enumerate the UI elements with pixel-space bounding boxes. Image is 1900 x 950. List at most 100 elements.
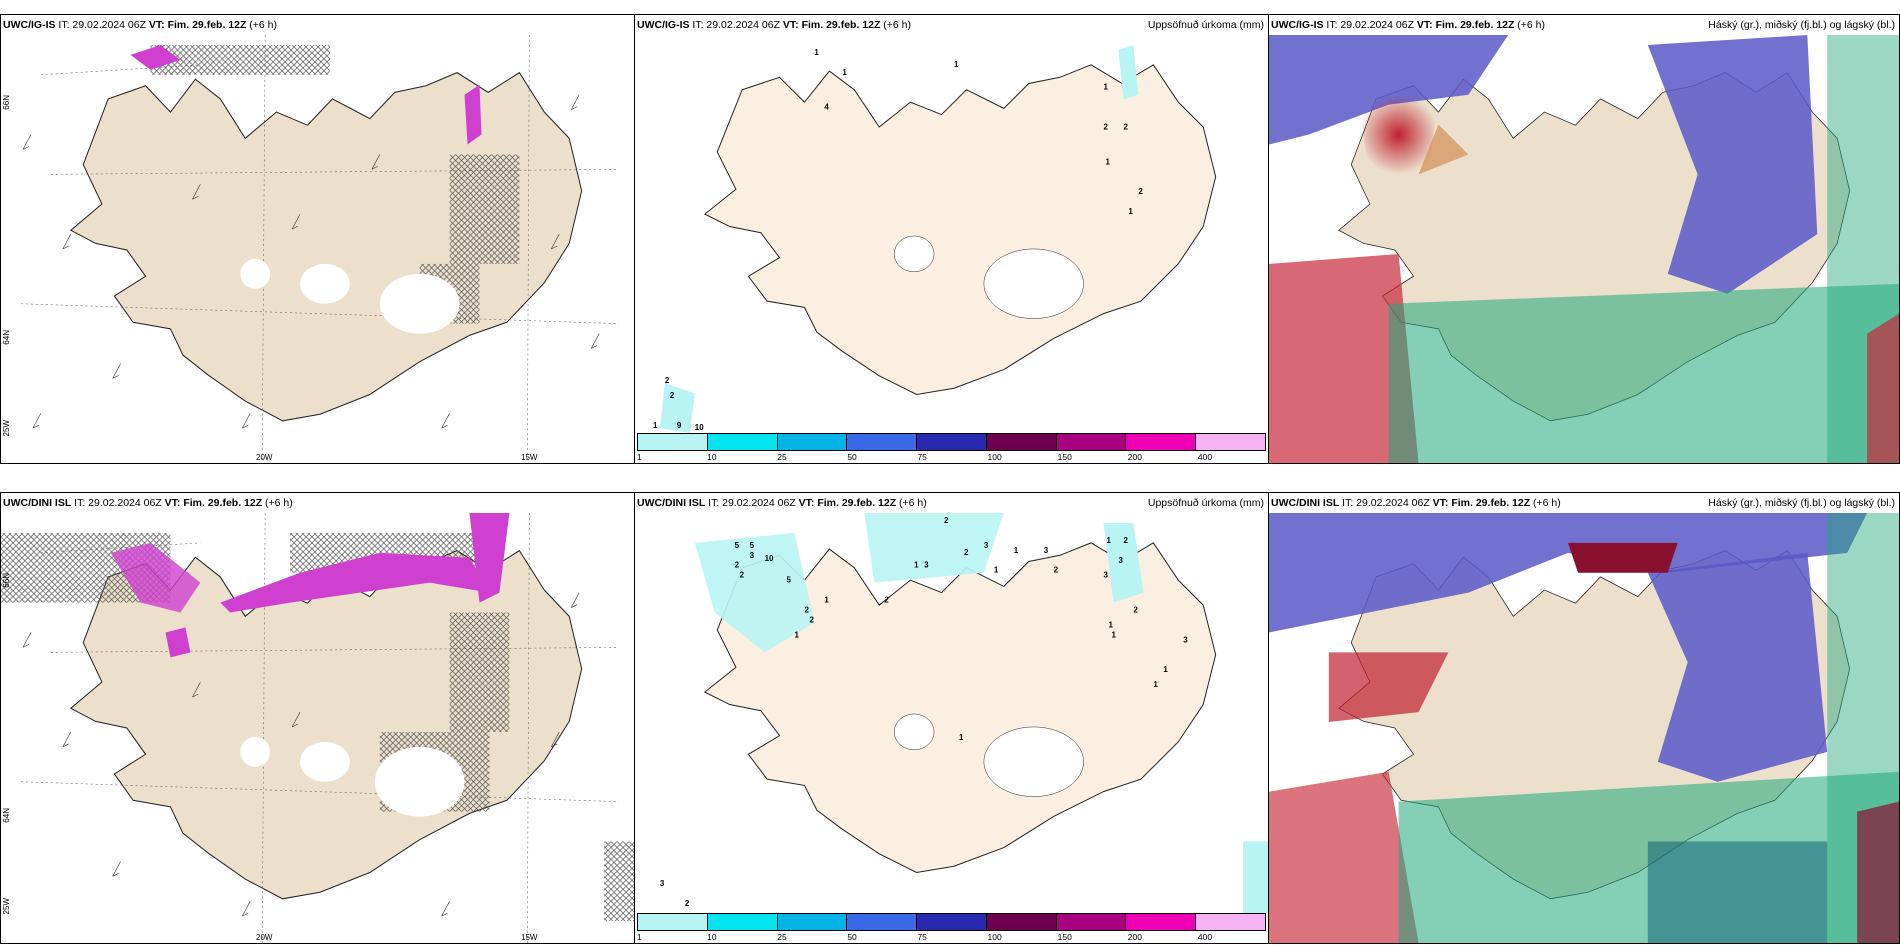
colorbar-ticks: 1 10 25 50 75 100 150 200 400 xyxy=(637,932,1266,943)
panel-header: UWC/DINI ISL IT: 29.02.2024 06Z VT: Fim.… xyxy=(1271,497,1895,511)
precip-value-label: 5 xyxy=(750,541,755,550)
panel-precip-top: UWC/IG-IS IT: 29.02.2024 06Z VT: Fim. 29… xyxy=(634,14,1269,464)
vt-prefix: VT: xyxy=(1432,497,1449,509)
precip-value-label: 1 xyxy=(814,48,819,57)
precip-value-label: 1 xyxy=(1109,620,1114,629)
precip-value-label: 1 xyxy=(653,421,658,430)
valid-time: Fim. 29.feb. 12Z xyxy=(183,497,263,509)
panel-cloud-top: UWC/IG-IS IT: 29.02.2024 06Z VT: Fim. 29… xyxy=(1268,14,1900,464)
precip-value-label: 2 xyxy=(1104,123,1109,132)
cloud-map xyxy=(1269,513,1899,943)
precip-value-label: 1 xyxy=(1163,665,1168,674)
precip-value-label: 1 xyxy=(1107,536,1112,545)
colorbar xyxy=(637,913,1266,931)
precip-value-label: 2 xyxy=(884,596,889,605)
colorbar-tick-label: 50 xyxy=(847,452,857,462)
panel-header: UWC/DINI ISL IT: 29.02.2024 06Z VT: Fim.… xyxy=(3,497,630,511)
colorbar-tick-label: 100 xyxy=(987,932,1002,942)
precip-value-label: 1 xyxy=(794,630,799,639)
vt-prefix: VT: xyxy=(782,19,799,31)
colorbar-swatch xyxy=(986,914,1057,930)
lat-label-25w: 25W xyxy=(2,898,11,915)
init-time: IT: 29.02.2024 06Z xyxy=(1342,497,1430,509)
precip-value-label: 2 xyxy=(1138,187,1143,196)
panel-cloud-bottom: UWC/DINI ISL IT: 29.02.2024 06Z VT: Fim.… xyxy=(1268,492,1900,944)
precip-value-label: 3 xyxy=(750,551,755,560)
precip-value-label: 3 xyxy=(660,879,665,888)
init-time: IT: 29.02.2024 06Z xyxy=(1326,19,1414,31)
panel-header: UWC/DINI ISL IT: 29.02.2024 06Z VT: Fim.… xyxy=(637,497,1264,511)
vt-prefix: VT: xyxy=(798,497,815,509)
precip-value-label: 3 xyxy=(1118,556,1123,565)
precip-value-label: 1 xyxy=(959,733,964,742)
colorbar-swatch xyxy=(1196,914,1266,930)
precip-value-label: 2 xyxy=(665,376,670,385)
colorbar-tick-label: 25 xyxy=(777,452,787,462)
colorbar xyxy=(637,433,1266,451)
panel-wind-top: UWC/IG-IS IT: 29.02.2024 06Z VT: Fim. 29… xyxy=(0,14,635,464)
precip-value-label: 2 xyxy=(1054,566,1059,575)
colorbar-tick-label: 400 xyxy=(1197,452,1213,462)
valid-time: Fim. 29.feb. 12Z xyxy=(817,497,897,509)
precip-value-label: 3 xyxy=(924,561,929,570)
cloud-map xyxy=(1269,35,1899,463)
field-title: Uppsöfnuð úrkoma (mm) xyxy=(1147,19,1264,31)
lon-label-15w: 15W xyxy=(521,453,538,462)
lat-label-25w: 25W xyxy=(2,420,11,437)
precip-value-label: 5 xyxy=(787,576,792,585)
panel-wind-bottom: UWC/DINI ISL IT: 29.02.2024 06Z VT: Fim.… xyxy=(0,492,635,944)
colorbar-tick-label: 100 xyxy=(987,452,1002,462)
precip-value-label: 3 xyxy=(1104,571,1109,580)
colorbar-swatch xyxy=(847,914,918,930)
precip-value-label: 2 xyxy=(944,516,949,525)
precip-value-label: 1 xyxy=(842,68,847,77)
valid-time: Fim. 29.feb. 12Z xyxy=(801,19,881,31)
model-label: UWC/IG-IS xyxy=(3,19,56,31)
precip-value-label: 10 xyxy=(765,554,774,563)
vt-prefix: VT: xyxy=(164,497,181,509)
lon-label-20w: 20W xyxy=(256,933,273,942)
colorbar-swatch xyxy=(917,434,987,450)
colorbar-swatch xyxy=(917,914,987,930)
panel-header: UWC/IG-IS IT: 29.02.2024 06Z VT: Fim. 29… xyxy=(637,19,1264,33)
precip-value-label: 2 xyxy=(735,561,740,570)
lead-time: (+6 h) xyxy=(883,19,912,31)
precip-value-label: 2 xyxy=(1123,123,1128,132)
colorbar-tick-label: 400 xyxy=(1197,932,1213,942)
precip-value-label: 1 xyxy=(1128,207,1133,216)
valid-time: Fim. 29.feb. 12Z xyxy=(1451,497,1531,509)
colorbar-swatch xyxy=(1056,434,1127,450)
colorbar-swatch xyxy=(707,914,778,930)
precip-map: 2 3 2 1 1 3 5 5 10 3 2 5 2 2 2 1 1 2 1 3 2 1 2 3 3 2 1 1 3 1 1 1 3 2 xyxy=(635,513,1268,913)
precip-value-label: 3 xyxy=(984,541,989,550)
precip-value-label: 2 xyxy=(809,615,814,624)
panel-header: UWC/IG-IS IT: 29.02.2024 06Z VT: Fim. 29… xyxy=(3,19,630,33)
panel-precip-bottom: UWC/DINI ISL IT: 29.02.2024 06Z VT: Fim.… xyxy=(634,492,1269,944)
precip-value-label: 1 xyxy=(914,561,919,570)
vt-prefix: VT: xyxy=(148,19,165,31)
precip-map: 1 1 1 4 1 2 2 1 2 1 2 2 1 9 10 xyxy=(635,35,1268,433)
precip-value-label: 2 xyxy=(804,606,809,615)
precip-value-label: 1 xyxy=(994,566,999,575)
precip-value-label: 4 xyxy=(824,103,829,112)
precip-value-label: 3 xyxy=(1044,546,1049,555)
wind-map xyxy=(1,513,634,943)
lat-label-66n: 66N xyxy=(2,95,11,110)
colorbar-tick-label: 1 xyxy=(637,932,642,942)
vt-prefix: VT: xyxy=(1416,19,1433,31)
model-label: UWC/DINI ISL xyxy=(1271,497,1340,509)
colorbar-swatch xyxy=(777,434,848,450)
colorbar-tick-label: 150 xyxy=(1057,452,1072,462)
precip-value-label: 1 xyxy=(824,596,829,605)
model-label: UWC/IG-IS xyxy=(637,19,690,31)
model-label: UWC/DINI ISL xyxy=(637,497,706,509)
colorbar-tick-label: 1 xyxy=(637,452,642,462)
colorbar-swatch xyxy=(847,434,918,450)
lead-time: (+6 h) xyxy=(265,497,293,509)
colorbar-swatch xyxy=(1126,914,1197,930)
lat-label-64n: 64N xyxy=(2,330,11,345)
precip-value-label: 2 xyxy=(740,571,745,580)
precip-value-label: 1 xyxy=(1014,546,1019,555)
colorbar-tick-label: 150 xyxy=(1057,932,1072,942)
lon-label-20w: 20W xyxy=(256,453,273,462)
